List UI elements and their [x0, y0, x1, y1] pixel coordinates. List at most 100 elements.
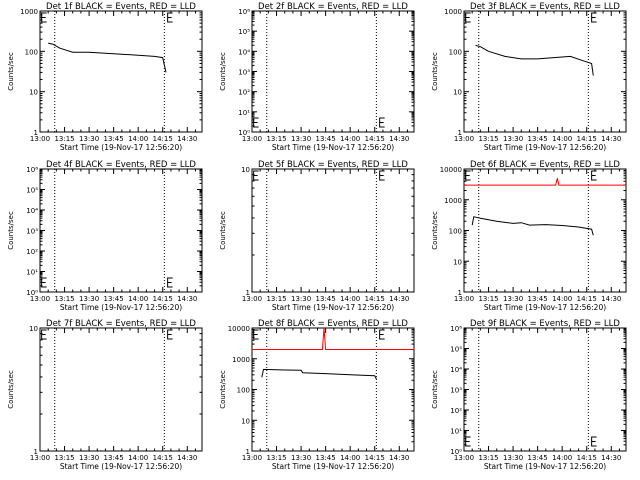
interval-marker-icon	[465, 170, 471, 181]
interval-marker-icon	[41, 12, 47, 23]
x-tick-label: 13:30	[503, 454, 523, 462]
x-tick-label: 13:00	[242, 295, 262, 303]
interval-marker-icon	[253, 329, 259, 340]
chart-det-4: Det 4f BLACK = Events, RED = LLD Counts/s…	[7, 160, 203, 312]
x-tick-label: 13:45	[104, 295, 124, 303]
x-tick-label: 14:30	[177, 295, 197, 303]
lld-series-line	[464, 178, 626, 186]
y-axis-label: Counts/sec	[219, 211, 227, 250]
chart-det-9: Det 9f BLACK = Events, RED = LLD Counts/s…	[431, 319, 627, 471]
chart-title: Det 1f BLACK = Events, RED = LLD	[46, 2, 196, 12]
chart-title: Det 3f BLACK = Events, RED = LLD	[470, 2, 620, 12]
x-tick-label: 14:30	[601, 295, 621, 303]
interval-marker-icon	[167, 329, 173, 340]
y-tick-label: 10¹	[238, 109, 250, 117]
x-tick-label: 13:45	[528, 454, 548, 462]
x-axis-label: Start Time (19-Nov-17 12:56:20)	[484, 303, 606, 312]
x-tick-label: 13:30	[79, 135, 99, 143]
events-series-line	[261, 368, 377, 380]
y-tick-label: 10⁵	[26, 187, 38, 195]
y-tick-label: 10⁵	[238, 28, 250, 36]
interval-marker-icon	[591, 436, 597, 447]
x-tick-label: 13:45	[528, 295, 548, 303]
plot-frame	[251, 168, 415, 293]
y-tick-label: 1	[458, 289, 462, 297]
x-tick-label: 14:00	[128, 135, 148, 143]
lld-series-line	[252, 327, 414, 350]
y-tick-label: 1	[246, 289, 250, 297]
y-tick-label: 10³	[238, 69, 250, 77]
x-tick-label: 13:15	[478, 295, 498, 303]
x-tick-label: 14:15	[577, 295, 597, 303]
x-tick-label: 14:15	[365, 295, 385, 303]
chart-title: Det 6f BLACK = Events, RED = LLD	[470, 160, 620, 170]
interval-marker-icon	[591, 170, 597, 181]
x-tick-label: 13:30	[291, 295, 311, 303]
y-axis-label: Counts/sec	[431, 211, 439, 250]
x-tick-label: 13:00	[30, 295, 50, 303]
x-tick-label: 14:00	[128, 454, 148, 462]
y-tick-label: 10	[29, 325, 38, 333]
y-tick-label: 1	[246, 448, 250, 456]
y-tick-label: 100	[449, 228, 462, 236]
x-tick-label: 13:30	[291, 135, 311, 143]
x-tick-label: 14:00	[552, 135, 572, 143]
x-tick-label: 13:15	[54, 454, 74, 462]
y-tick-label: 10	[241, 417, 250, 425]
x-axis-label: Start Time (19-Nov-17 12:56:20)	[272, 303, 394, 312]
y-tick-label: 10⁴	[238, 48, 250, 56]
x-tick-label: 13:00	[242, 454, 262, 462]
x-tick-label: 13:00	[30, 454, 50, 462]
x-tick-label: 14:00	[340, 295, 360, 303]
x-tick-label: 14:30	[601, 454, 621, 462]
x-tick-label: 13:00	[454, 454, 474, 462]
interval-marker-icon	[167, 12, 173, 23]
y-axis-label: Counts/sec	[431, 52, 439, 91]
y-axis-label: Counts/sec	[7, 52, 15, 91]
x-tick-label: 13:45	[316, 454, 336, 462]
x-tick-label: 14:15	[153, 295, 173, 303]
chart-det-2: Det 2f BLACK = Events, RED = LLD Counts/s…	[219, 2, 415, 152]
interval-marker-icon	[465, 12, 471, 23]
plot-frame	[39, 168, 203, 293]
y-tick-label: 10⁵	[450, 346, 462, 354]
x-tick-label: 14:15	[577, 454, 597, 462]
x-tick-label: 13:45	[528, 135, 548, 143]
x-axis-label: Start Time (19-Nov-17 12:56:20)	[60, 143, 182, 152]
x-axis-label: Start Time (19-Nov-17 12:56:20)	[272, 462, 394, 471]
plot-frame	[463, 327, 627, 452]
x-tick-label: 14:30	[177, 454, 197, 462]
y-tick-label: 1000	[232, 356, 250, 364]
events-series-line	[471, 216, 594, 236]
x-tick-label: 13:15	[478, 135, 498, 143]
y-tick-label: 10⁰	[26, 289, 38, 297]
y-tick-label: 10²	[26, 248, 38, 256]
x-tick-label: 13:15	[266, 295, 286, 303]
chart-title: Det 5f BLACK = Events, RED = LLD	[258, 160, 408, 170]
plot-frame	[39, 10, 203, 133]
interval-marker-icon	[379, 170, 385, 181]
y-tick-label: 10000	[440, 166, 462, 174]
interval-marker-icon	[41, 277, 47, 288]
y-axis-label: Counts/sec	[7, 211, 15, 250]
x-axis-label: Start Time (19-Nov-17 12:56:20)	[272, 143, 394, 152]
x-tick-label: 13:45	[316, 135, 336, 143]
y-tick-label: 10¹	[26, 269, 38, 277]
x-tick-label: 14:00	[340, 454, 360, 462]
x-tick-label: 13:30	[79, 454, 99, 462]
y-tick-label: 1000	[20, 8, 38, 16]
chart-det-8: Det 8f BLACK = Events, RED = LLD Counts/s…	[219, 319, 415, 471]
x-tick-label: 13:00	[242, 135, 262, 143]
x-tick-label: 14:00	[340, 135, 360, 143]
chart-title: Det 4f BLACK = Events, RED = LLD	[46, 160, 196, 170]
x-tick-label: 13:30	[503, 295, 523, 303]
x-tick-label: 13:00	[454, 135, 474, 143]
y-tick-label: 1000	[444, 197, 462, 205]
chart-det-3: Det 3f BLACK = Events, RED = LLD Counts/s…	[431, 2, 627, 152]
x-tick-label: 14:30	[389, 135, 409, 143]
x-tick-label: 14:15	[153, 135, 173, 143]
x-tick-label: 13:45	[104, 454, 124, 462]
interval-marker-icon	[379, 329, 385, 340]
y-tick-label: 10	[453, 258, 462, 266]
y-tick-label: 10³	[450, 387, 462, 395]
